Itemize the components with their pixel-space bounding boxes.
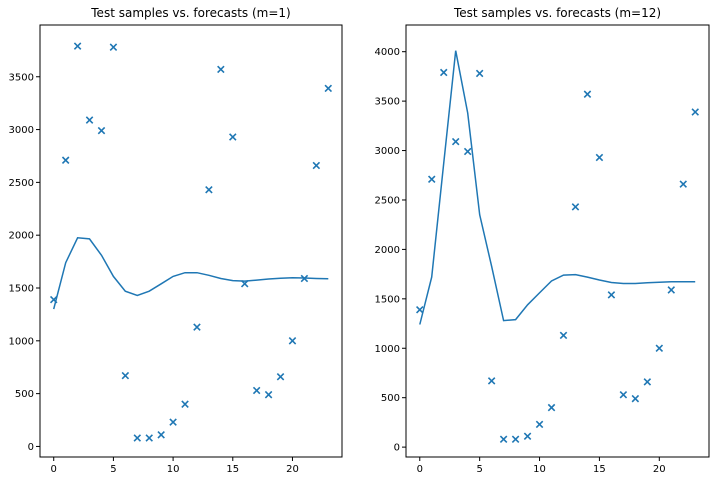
- sample-point: [463, 147, 472, 156]
- sample-point: [547, 403, 556, 412]
- sample-point: [145, 434, 153, 442]
- y-tick-label: 1500: [9, 284, 34, 295]
- sample-point: [535, 420, 544, 429]
- x-tick-label: 20: [653, 464, 666, 475]
- sample-point: [169, 418, 177, 426]
- sample-point: [97, 126, 106, 135]
- sample-point: [607, 291, 616, 299]
- chart-title: Test samples vs. forecasts (m=12): [453, 6, 661, 20]
- sample-point: [324, 84, 333, 93]
- sample-point: [229, 133, 237, 141]
- sample-point: [643, 378, 652, 386]
- x-tick-label: 0: [51, 464, 57, 475]
- sample-point: [416, 305, 424, 314]
- sample-point: [427, 175, 436, 183]
- x-tick-label: 15: [226, 464, 239, 475]
- sample-point: [487, 377, 496, 385]
- sample-point: [300, 274, 309, 283]
- y-tick-label: 2000: [9, 231, 34, 242]
- y-tick-label: 0: [394, 443, 400, 454]
- sample-point: [61, 156, 70, 164]
- y-tick-label: 0: [28, 442, 34, 453]
- plot-frame: [39, 24, 343, 458]
- sample-point: [73, 42, 82, 50]
- sample-point: [451, 137, 460, 146]
- sample-point: [583, 90, 592, 98]
- sample-point: [240, 280, 249, 288]
- x-tick-label: 15: [593, 464, 606, 475]
- chart-panel-m12: Test samples vs. forecasts (m=12) 0 5 10 15 2…: [375, 6, 710, 475]
- sample-point: [439, 68, 448, 77]
- chart-panel-m1: Test samples vs. forecasts (m=1) 0 5 10 15 20…: [9, 6, 343, 475]
- sample-point: [559, 331, 568, 340]
- sample-point: [133, 434, 142, 442]
- chart-title: Test samples vs. forecasts (m=1): [90, 6, 290, 20]
- sample-point: [619, 390, 628, 399]
- sample-point: [571, 203, 580, 211]
- x-tick-label: 5: [476, 464, 482, 475]
- y-tick-label: 3000: [375, 146, 400, 157]
- sample-point: [595, 153, 604, 162]
- sample-point: [691, 108, 699, 116]
- y-tick-label: 1000: [375, 344, 400, 355]
- sample-point: [499, 435, 508, 443]
- y-tick-label: 2000: [375, 245, 400, 256]
- y-tick-label: 1000: [9, 336, 34, 347]
- sample-point: [523, 432, 532, 441]
- sample-point: [511, 435, 520, 443]
- x-tick-label: 10: [167, 464, 180, 475]
- sample-point: [157, 431, 165, 439]
- y-tick-label: 1500: [375, 294, 400, 305]
- x-tick-label: 5: [110, 464, 116, 475]
- y-tick-label: 3500: [9, 72, 34, 83]
- sample-point: [276, 372, 285, 381]
- sample-point: [264, 390, 273, 399]
- sample-point: [121, 371, 130, 380]
- y-tick-label: 3000: [9, 125, 34, 136]
- sample-point: [193, 323, 201, 331]
- sample-point: [631, 394, 640, 403]
- y-tick-label: 3500: [375, 97, 400, 108]
- y-tick-label: 2500: [375, 195, 400, 206]
- sample-point: [655, 344, 664, 353]
- y-tick-label: 2500: [9, 178, 34, 189]
- sample-point: [85, 116, 94, 124]
- sample-point: [205, 186, 213, 194]
- x-tick-label: 0: [417, 464, 423, 475]
- sample-point: [49, 295, 58, 304]
- plot-frame: [405, 24, 710, 458]
- sample-point: [252, 386, 261, 395]
- x-tick-label: 10: [533, 464, 546, 475]
- sample-point: [312, 161, 321, 170]
- sample-point: [288, 337, 297, 345]
- x-tick-label: 20: [286, 464, 299, 475]
- y-tick-label: 500: [15, 389, 34, 400]
- forecast-line: [419, 50, 696, 325]
- sample-point: [109, 43, 118, 51]
- sample-point: [679, 180, 688, 188]
- y-tick-label: 500: [381, 393, 400, 404]
- sample-point: [181, 400, 189, 408]
- sample-point: [667, 286, 676, 294]
- y-tick-label: 4000: [375, 47, 400, 58]
- forecast-line: [52, 237, 329, 310]
- sample-point: [475, 69, 484, 78]
- sample-point: [217, 65, 225, 74]
